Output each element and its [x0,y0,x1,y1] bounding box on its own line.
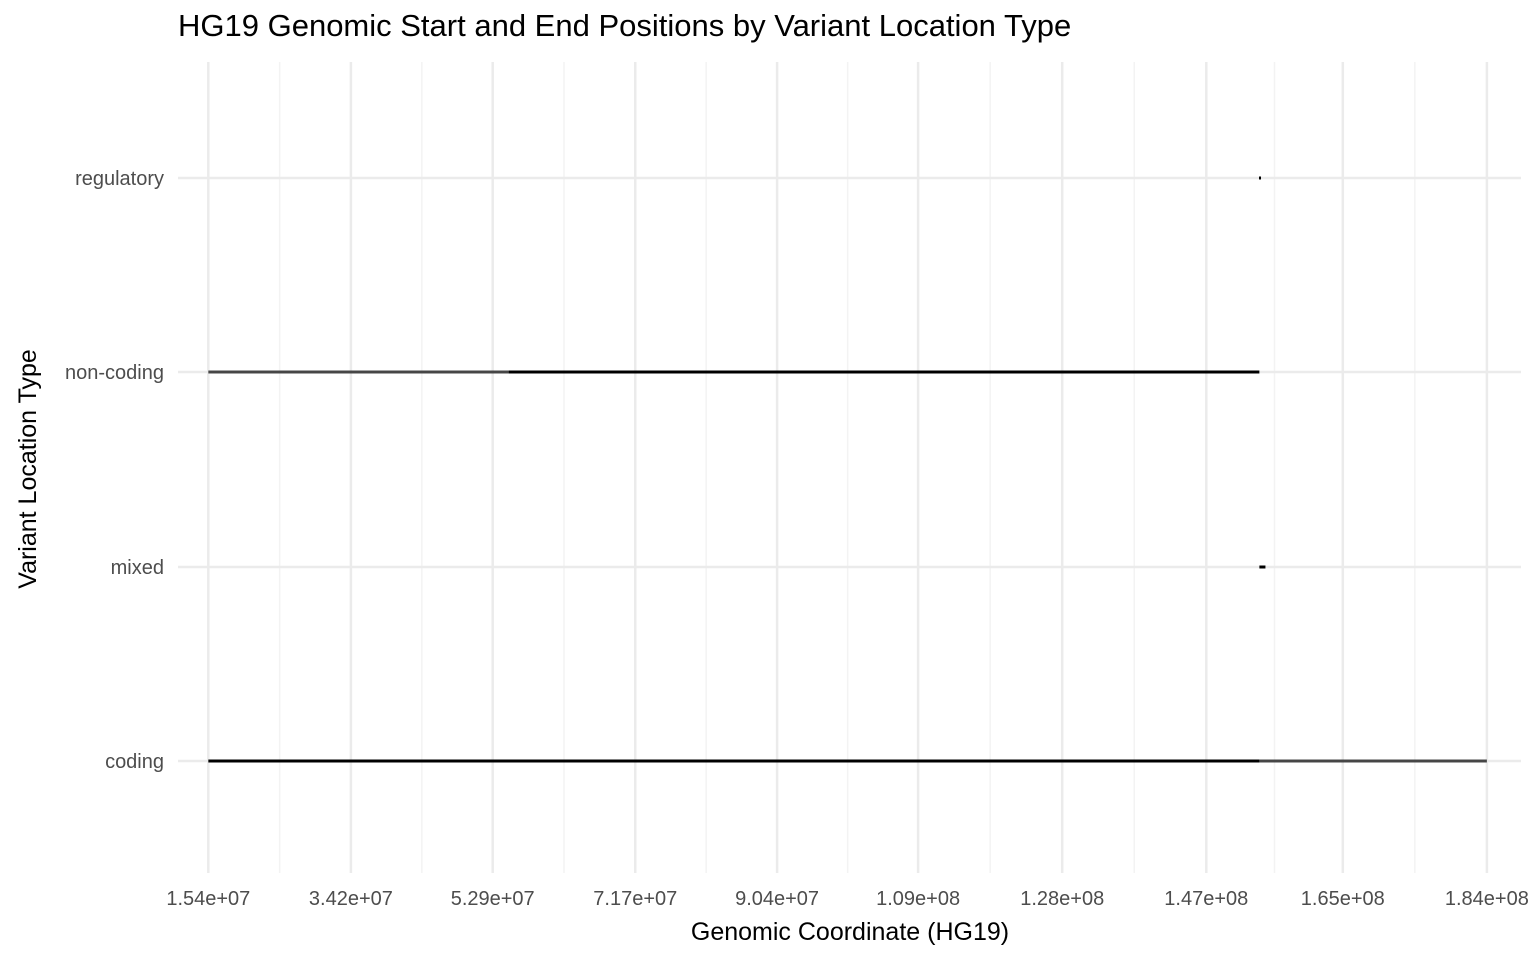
x-tick-label: 1.47e+08 [1164,888,1248,910]
y-tick-label: coding [105,751,164,773]
x-tick-label: 1.65e+08 [1301,888,1385,910]
chart-title: HG19 Genomic Start and End Positions by … [178,8,1072,43]
x-tick-label: 3.42e+07 [309,888,393,910]
x-tick-labels: 1.54e+07 3.42e+07 5.29e+07 7.17e+07 9.04e+07… [166,888,1529,910]
y-tick-label: regulatory [75,168,164,190]
range-segments [208,176,1487,763]
y-tick-label: non-coding [65,362,164,384]
x-tick-label: 1.54e+07 [166,888,250,910]
y-tick-labels: coding mixed non-coding regulatory [65,168,164,773]
x-tick-label: 9.04e+07 [735,888,819,910]
y-axis-label: Variant Location Type [14,349,42,589]
x-tick-label: 1.84e+08 [1445,888,1529,910]
x-axis-label: Genomic Coordinate (HG19) [691,918,1009,946]
x-tick-label: 7.17e+07 [593,888,677,910]
y-tick-label: mixed [111,557,164,579]
x-tick-label: 5.29e+07 [451,888,535,910]
x-tick-label: 1.28e+08 [1020,888,1104,910]
x-tick-label: 1.09e+08 [876,888,960,910]
grid-lines [178,62,1521,873]
